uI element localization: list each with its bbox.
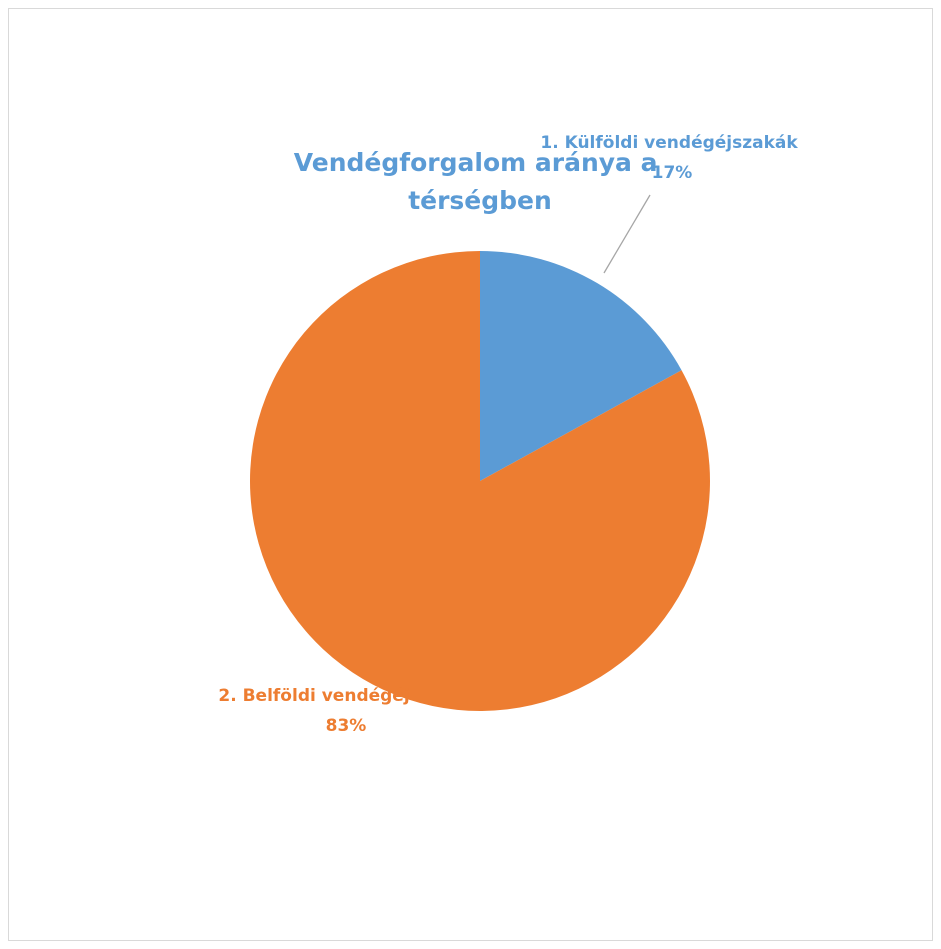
data-label-slice-1: 1. Külföldi vendégéjszakák 17% (540, 133, 803, 183)
data-label-slice-1-value: 17% (652, 163, 693, 183)
data-label-slice-2: 2. Belföldi vendégéj 83% (218, 686, 415, 736)
chart-title-line-2: térségben (408, 186, 552, 215)
data-label-slice-2-category: 2. Belföldi vendégéj (218, 686, 409, 706)
pie-slice-2 (249, 251, 710, 711)
leader-line-slice-1 (603, 194, 651, 274)
chart-title: Vendégforgalom aránya a térségben (294, 148, 666, 215)
data-label-slice-1-category: 1. Külföldi vendégéjszakák (540, 133, 798, 153)
pie-slices (249, 251, 710, 711)
chart-title-line-1: Vendégforgalom aránya a (294, 148, 658, 177)
pie-slice-1 (480, 251, 682, 481)
data-label-slice-2-value: 83% (326, 716, 367, 736)
